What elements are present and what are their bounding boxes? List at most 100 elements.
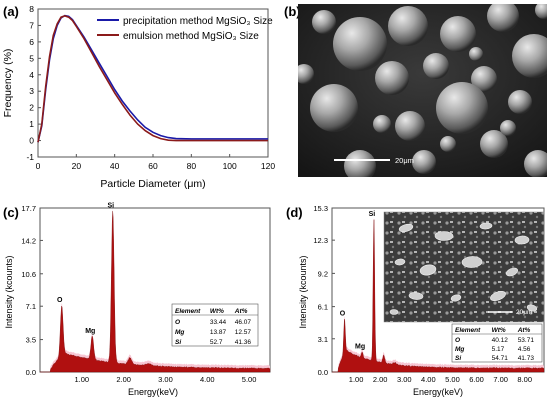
grain — [434, 231, 454, 241]
spectrum-area — [332, 219, 545, 373]
x-tick-label: 6.00 — [469, 375, 484, 384]
panel-c-label: (c) — [3, 205, 19, 220]
peak-label-mg: Mg — [85, 328, 95, 335]
sphere — [388, 6, 428, 46]
peak-label-o: O — [340, 310, 346, 317]
sphere — [395, 111, 425, 141]
panel-a-label: (a) — [3, 4, 19, 19]
y-tick-label: 7 — [29, 20, 34, 30]
y-axis-label: Frequency (%) — [2, 49, 14, 118]
table-header: Wt% — [210, 308, 224, 315]
x-tick-label: 2.00 — [116, 375, 131, 384]
table-cell: 12.57 — [235, 329, 252, 336]
sphere — [500, 120, 516, 136]
table-frame — [451, 323, 543, 363]
sphere — [423, 53, 449, 79]
sphere — [412, 150, 436, 174]
table-cell: 13.87 — [210, 329, 227, 336]
plot-frame — [39, 207, 271, 373]
grain — [398, 223, 414, 233]
x-tick-label: 120 — [261, 161, 275, 171]
y-tick-label: 12.3 — [313, 236, 328, 245]
grain — [419, 264, 437, 276]
y-tick-label: 3.5 — [26, 336, 36, 345]
x-tick-label: 5.00 — [445, 375, 460, 384]
eds-spectrum-c: 0.0 3.5 7.1 10.6 14.2 17.7 1.00 2.00 3.00 4.00 5.… — [4, 203, 271, 397]
x-tick-label: 2.00 — [373, 375, 388, 384]
x-tick-label: 20 — [72, 161, 82, 171]
sphere — [508, 90, 532, 114]
table-cell: Si — [175, 339, 181, 346]
x-tick-label: 40 — [110, 161, 120, 171]
y-axis-label: Intensity (kcounts) — [4, 255, 14, 328]
table-cell: 40.12 — [492, 337, 509, 344]
grain — [389, 309, 399, 315]
table-header: At% — [234, 308, 248, 315]
peak-label-mg: Mg — [355, 344, 365, 351]
table-cell: 52.7 — [210, 339, 223, 346]
y-tick-label: 6 — [29, 37, 34, 47]
x-tick-label: 4.00 — [200, 375, 215, 384]
sphere — [312, 10, 336, 34]
table-frame — [171, 303, 259, 347]
sphere — [344, 150, 376, 177]
grain — [461, 256, 483, 268]
inset-sem-image: 20μm — [383, 211, 545, 323]
grain — [490, 290, 506, 302]
sphere — [440, 16, 476, 52]
y-tick-label: 14.2 — [21, 236, 36, 245]
sphere — [333, 17, 387, 71]
x-tick-label: 4.00 — [421, 375, 436, 384]
x-tick-label: 7.00 — [493, 375, 508, 384]
x-axis-label: Energy(keV) — [128, 387, 178, 397]
sphere — [512, 34, 547, 78]
x-tick-label: 1.00 — [349, 375, 364, 384]
grain — [526, 304, 538, 312]
y-tick-label: 2 — [29, 103, 34, 113]
y-tick-label: -1 — [26, 152, 34, 162]
table-cell: Mg — [455, 346, 464, 353]
series-line-emulsion — [37, 15, 268, 143]
x-tick-label: 5.00 — [242, 375, 257, 384]
y-tick-label: 0 — [29, 136, 34, 146]
table-header: Element — [455, 327, 481, 334]
panel-d-label: (d) — [286, 205, 303, 220]
peak-label-si: Si — [369, 211, 376, 218]
grain — [506, 267, 518, 277]
sphere — [480, 130, 508, 158]
grain — [394, 258, 406, 266]
sphere — [535, 4, 547, 19]
y-tick-label: 3.1 — [318, 335, 328, 344]
composition-table: Element Wt% At% O 40.12 53.71 Mg 5.17 4.56 Si 54.7… — [451, 323, 543, 363]
y-tick-label: 15.3 — [313, 204, 328, 213]
table-cell: 5.17 — [492, 346, 505, 353]
table-cell: 4.56 — [518, 346, 531, 353]
composition-table: Element Wt% At% O 33.44 46.07 Mg 13.87 12.57 Si 52… — [171, 303, 259, 347]
y-tick-label: 17.7 — [21, 204, 36, 213]
y-tick-label: 6.1 — [318, 303, 328, 312]
y-tick-label: 0.0 — [318, 368, 328, 377]
legend-label-precipitation: precipitation method MgSiO₃ Size — [123, 16, 273, 27]
x-tick-label: 100 — [223, 161, 237, 171]
sphere — [375, 61, 409, 95]
table-header: At% — [517, 327, 531, 334]
grain — [479, 222, 493, 230]
spectrum-area — [40, 211, 271, 373]
table-cell: O — [175, 319, 180, 326]
y-tick-label: 3 — [29, 86, 34, 96]
table-cell: 54.71 — [492, 355, 509, 362]
x-tick-label: 3.00 — [158, 375, 173, 384]
sphere — [310, 84, 358, 132]
x-tick-label: 0 — [36, 161, 41, 171]
table-cell: Mg — [175, 329, 184, 336]
y-tick-label: 7.1 — [26, 302, 36, 311]
table-cell: 46.07 — [235, 319, 252, 326]
panel-b-label: (b) — [284, 4, 301, 19]
y-tick-label: 5 — [29, 53, 34, 63]
scale-bar-label: 20μm — [516, 309, 532, 316]
table-header: Wt% — [492, 327, 506, 334]
sphere — [373, 115, 391, 133]
x-tick-label: 8.00 — [517, 375, 532, 384]
table-cell: 41.36 — [235, 339, 252, 346]
sphere — [524, 150, 547, 177]
